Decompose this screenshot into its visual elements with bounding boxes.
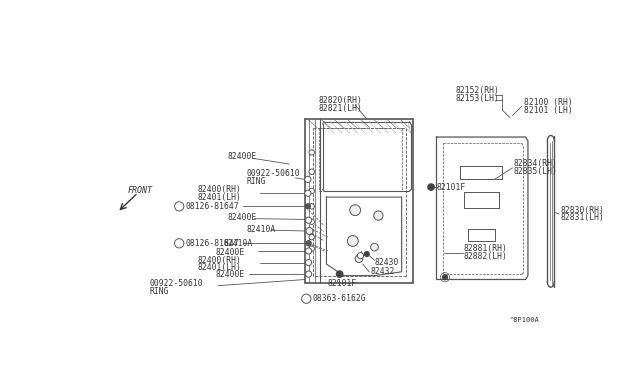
Circle shape <box>305 203 310 209</box>
Circle shape <box>305 176 311 183</box>
Text: 82821(LH): 82821(LH) <box>319 104 363 113</box>
Text: 82881(RH): 82881(RH) <box>463 244 508 253</box>
Text: 82401(LH): 82401(LH) <box>198 263 242 272</box>
Text: 08126-81647: 08126-81647 <box>186 239 239 248</box>
Text: 82410A: 82410A <box>223 239 253 248</box>
Circle shape <box>364 251 370 257</box>
Text: 82432: 82432 <box>371 267 395 276</box>
Text: B: B <box>177 241 181 246</box>
Text: 82400E: 82400E <box>216 248 245 257</box>
Circle shape <box>309 150 314 155</box>
Text: 82101F: 82101F <box>436 183 466 192</box>
Text: 82882(LH): 82882(LH) <box>463 252 508 261</box>
Circle shape <box>355 255 363 263</box>
Text: 82400(RH): 82400(RH) <box>198 185 242 194</box>
Circle shape <box>309 246 314 251</box>
Circle shape <box>306 241 311 246</box>
Circle shape <box>175 202 184 211</box>
Text: 00922-50610: 00922-50610 <box>150 279 204 288</box>
Text: RING: RING <box>246 177 266 186</box>
Text: 82430: 82430 <box>374 258 399 267</box>
Circle shape <box>309 234 314 240</box>
Text: 82400E: 82400E <box>227 214 257 222</box>
Text: 82835(LH): 82835(LH) <box>514 167 558 176</box>
Text: 82101 (LH): 82101 (LH) <box>524 106 573 115</box>
Text: 82410A: 82410A <box>246 225 276 234</box>
Text: 82153(LH): 82153(LH) <box>456 94 500 103</box>
Text: 82400E: 82400E <box>216 270 245 279</box>
Text: 82152(RH): 82152(RH) <box>456 86 500 95</box>
Text: 08363-6162G: 08363-6162G <box>312 294 366 303</box>
Text: 82834(RH): 82834(RH) <box>514 160 558 169</box>
Circle shape <box>358 253 364 259</box>
Circle shape <box>305 248 312 254</box>
Circle shape <box>309 203 314 209</box>
Circle shape <box>336 270 344 278</box>
Circle shape <box>442 274 448 280</box>
Circle shape <box>305 271 312 277</box>
Circle shape <box>305 217 312 223</box>
Text: S: S <box>305 296 308 301</box>
Circle shape <box>305 190 311 196</box>
Circle shape <box>305 260 312 266</box>
Circle shape <box>309 219 314 224</box>
Circle shape <box>348 235 358 246</box>
Circle shape <box>309 188 314 194</box>
Text: 82400(RH): 82400(RH) <box>198 256 242 265</box>
Text: 82820(RH): 82820(RH) <box>319 96 363 105</box>
Text: ^8P100A: ^8P100A <box>510 317 540 323</box>
Circle shape <box>371 243 378 251</box>
Circle shape <box>428 183 435 191</box>
Text: 82101F: 82101F <box>327 279 356 288</box>
Circle shape <box>175 239 184 248</box>
Text: FRONT: FRONT <box>128 186 153 195</box>
Text: RING: RING <box>150 286 169 295</box>
Text: 08126-81647: 08126-81647 <box>186 202 239 211</box>
Text: 82830(RH): 82830(RH) <box>561 206 604 215</box>
Circle shape <box>349 205 360 216</box>
Circle shape <box>374 211 383 220</box>
Circle shape <box>301 294 311 303</box>
Circle shape <box>306 228 313 234</box>
Text: 82831(LH): 82831(LH) <box>561 214 604 222</box>
Text: 00922-50610: 00922-50610 <box>246 170 300 179</box>
Text: 82401(LH): 82401(LH) <box>198 193 242 202</box>
Text: B: B <box>177 204 181 209</box>
Text: 82400E: 82400E <box>227 152 257 161</box>
Circle shape <box>309 169 314 174</box>
Text: 82100 (RH): 82100 (RH) <box>524 98 573 107</box>
